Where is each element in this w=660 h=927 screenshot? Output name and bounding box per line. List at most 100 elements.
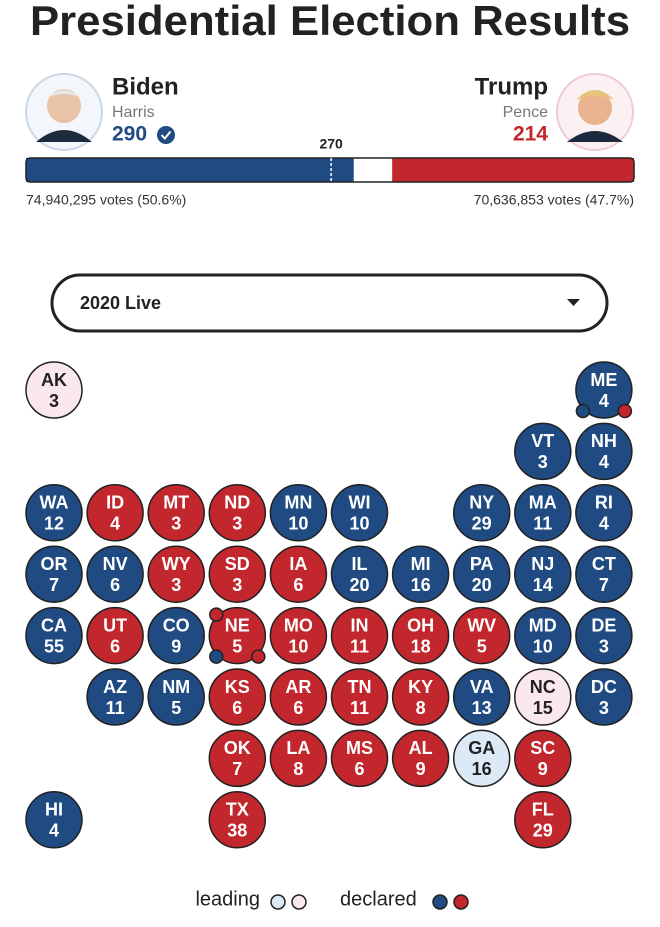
state-circle <box>25 606 83 665</box>
state-abbr: AZ <box>103 677 127 697</box>
state-abbr: VT <box>531 431 554 451</box>
state-tile: NE5 <box>208 606 267 665</box>
state-votes: 20 <box>472 575 492 595</box>
state-circle <box>330 484 389 542</box>
state-votes: 3 <box>538 452 548 472</box>
state-circle <box>208 729 267 788</box>
state-votes: 55 <box>44 636 64 656</box>
state-circle <box>269 484 328 542</box>
electoral-votes: 214 <box>513 123 548 146</box>
state-votes: 13 <box>472 698 492 718</box>
state-abbr: MD <box>529 615 557 635</box>
state-circle <box>25 484 83 542</box>
bar-segment <box>26 158 354 182</box>
state-votes: 11 <box>350 698 369 718</box>
state-abbr: AL <box>409 738 433 758</box>
state-votes: 3 <box>599 636 609 656</box>
state-votes: 29 <box>533 821 553 841</box>
state-votes: 9 <box>416 759 426 779</box>
state-circle <box>514 729 572 788</box>
state-circle <box>208 791 267 849</box>
state-tile: IA6 <box>269 545 328 603</box>
state-circle <box>147 668 205 726</box>
state-abbr: FL <box>532 800 554 820</box>
state-abbr: WI <box>349 493 371 513</box>
state-votes: 16 <box>411 575 431 595</box>
state-tile: ID4 <box>86 484 144 542</box>
state-votes: 6 <box>293 575 303 595</box>
state-circle <box>208 545 267 603</box>
state-votes: 6 <box>354 759 364 779</box>
state-votes: 29 <box>472 514 492 534</box>
state-tile: OR7 <box>25 545 83 603</box>
state-abbr: ID <box>106 493 124 513</box>
bar-outline <box>25 157 635 183</box>
state-circle <box>391 668 450 726</box>
state-circle <box>86 668 144 726</box>
state-circle <box>452 729 511 788</box>
state-votes: 10 <box>533 636 553 656</box>
state-tile: ME4 <box>575 361 633 419</box>
state-circle <box>208 606 267 665</box>
state-tile: CO9 <box>147 606 205 665</box>
state-circle <box>147 545 205 603</box>
state-circle <box>330 545 389 603</box>
state-votes: 3 <box>171 514 181 534</box>
state-abbr: OH <box>407 615 434 635</box>
state-circle <box>25 545 83 603</box>
state-circle <box>575 422 633 481</box>
ev-bar: 270 <box>25 136 635 183</box>
state-abbr: NH <box>591 431 617 451</box>
state-votes: 6 <box>110 636 120 656</box>
state-abbr: NE <box>225 615 250 635</box>
state-votes: 4 <box>49 821 59 841</box>
state-votes: 6 <box>293 698 303 718</box>
state-circle <box>575 545 633 603</box>
dropdown-label[interactable]: 2020 Live <box>80 293 161 313</box>
state-tile: SD3 <box>208 545 267 603</box>
state-tile: NM5 <box>147 668 205 726</box>
state-votes: 11 <box>106 698 125 718</box>
state-abbr: OR <box>41 554 68 574</box>
state-votes: 7 <box>599 575 609 595</box>
state-votes: 11 <box>533 514 552 534</box>
state-abbr: RI <box>595 493 613 513</box>
majority-label: 270 <box>319 136 343 152</box>
state-tile: NH4 <box>575 422 633 481</box>
state-tile: LA8 <box>269 729 328 788</box>
state-abbr: CO <box>163 615 190 635</box>
legend-label: leading <box>195 888 260 910</box>
state-circle <box>575 606 633 665</box>
district-dot <box>617 403 633 419</box>
state-circle <box>575 668 633 726</box>
state-circle <box>147 484 205 542</box>
state-tile: DE3 <box>575 606 633 665</box>
page-title: Presidential Election Results <box>30 0 630 44</box>
state-tile: ND3 <box>208 484 267 542</box>
tile-map: AK3ME4VT3NH4WA12ID4MT3ND3MN10WI10NY29MA1… <box>25 361 633 849</box>
district-dot <box>209 607 224 622</box>
running-mate: Pence <box>503 104 548 121</box>
state-votes: 4 <box>599 514 609 534</box>
state-votes: 15 <box>533 698 553 718</box>
state-abbr: LA <box>286 738 310 758</box>
state-votes: 3 <box>171 575 181 595</box>
state-abbr: PA <box>470 554 494 574</box>
district-dot <box>251 649 266 664</box>
dropdown[interactable]: 2020 Live <box>50 273 609 333</box>
state-circle <box>452 545 511 603</box>
state-tile: KY8 <box>391 668 450 726</box>
state-tile: OK7 <box>208 729 267 788</box>
state-tile: SC9 <box>514 729 572 788</box>
winner-check <box>157 126 175 144</box>
